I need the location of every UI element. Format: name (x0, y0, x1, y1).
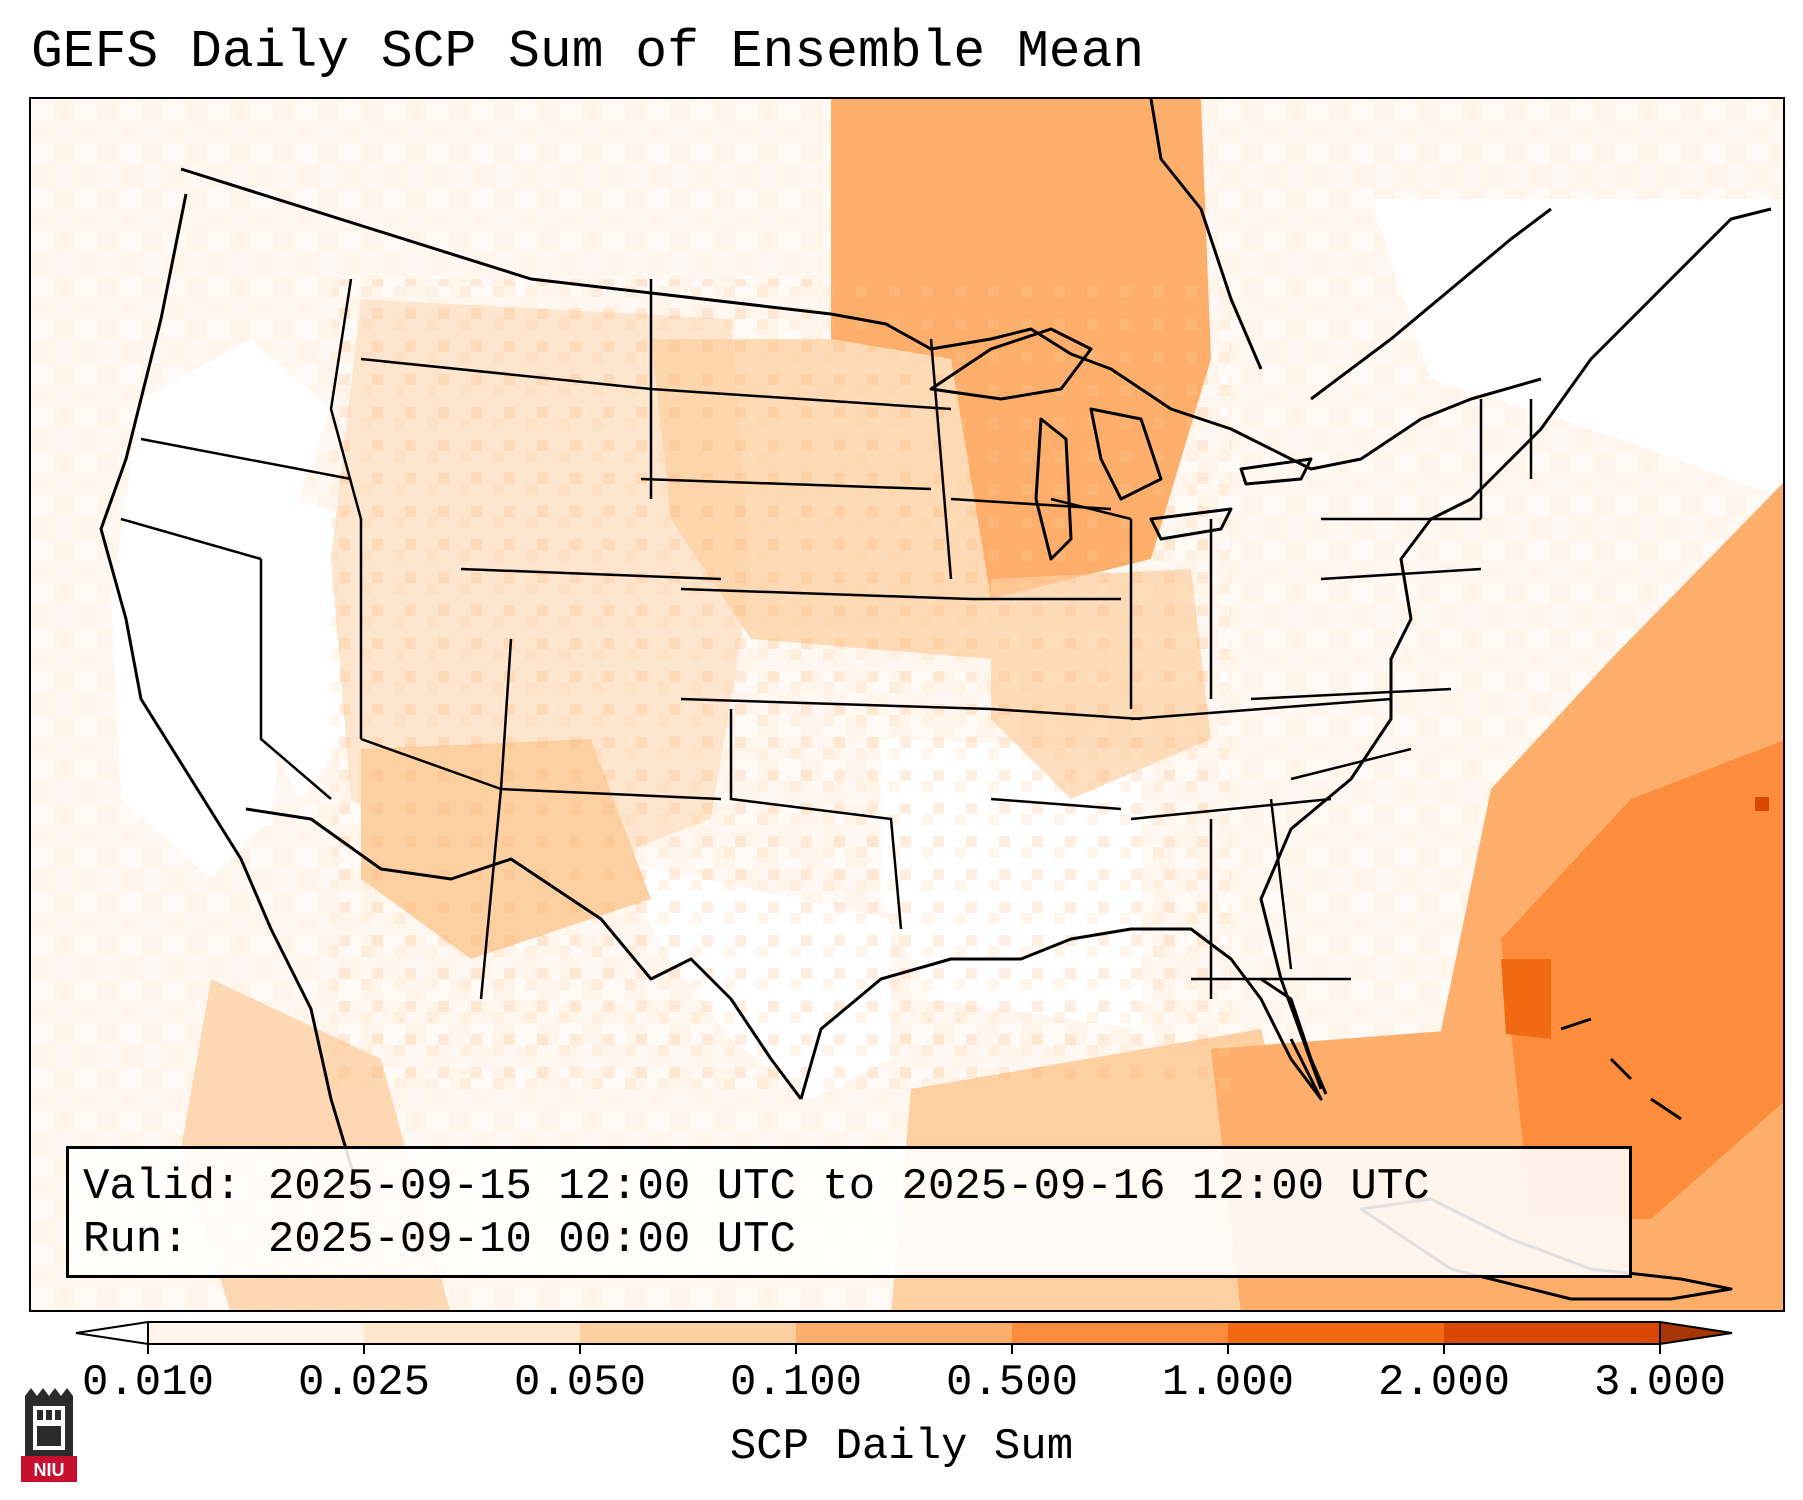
state-line-al-ga (1269, 798, 1293, 970)
state-line-wi-il (1050, 497, 1132, 521)
colorbar (75, 1320, 1733, 1354)
state-line-co-nm (500, 787, 722, 801)
state-line-new-england (1479, 399, 1533, 519)
university-tower-icon: NIU (21, 1388, 77, 1482)
pacific-coast (99, 193, 363, 1200)
lake-erie (1149, 507, 1233, 541)
colorbar-segment (1444, 1322, 1661, 1344)
colorbar-segment (796, 1322, 1013, 1344)
valid-label: Valid: (83, 1162, 242, 1212)
us-canada-border (180, 167, 1542, 471)
state-line-wa-or (140, 437, 352, 481)
chart-title: GEFS Daily SCP Sum of Ensemble Mean (31, 22, 1145, 82)
scp-speckle-mid (331, 279, 1231, 1099)
state-line-ks-ok (680, 697, 992, 711)
state-line-or-ca (120, 517, 262, 561)
colorbar-tick-label: 0.050 (513, 1358, 647, 1408)
state-line-ne-ks (680, 587, 972, 601)
hudson-bay-coast (1149, 99, 1263, 370)
colorbar-segment (580, 1322, 797, 1344)
valid-line: Valid: 2025-09-15 12:00 UTC to 2025-09-1… (83, 1161, 1613, 1214)
state-line-mt-wy (360, 357, 652, 391)
colorbar-tick-label: 2.000 (1377, 1358, 1511, 1408)
scp-zero-nevada (221, 479, 361, 799)
state-line-az-nm (479, 788, 503, 1000)
colorbar-segment (1012, 1322, 1229, 1344)
validity-info-box: Valid: 2025-09-15 12:00 UTC to 2025-09-1… (66, 1146, 1632, 1278)
state-line-wy-co (460, 567, 722, 581)
colorbar-tick-label: 0.010 (81, 1358, 215, 1408)
st-lawrence (1310, 207, 1552, 401)
state-line-ca-nv (259, 559, 332, 800)
run-label: Run: (83, 1215, 189, 1265)
us-mexico-border (245, 807, 803, 1100)
state-line-tn-ms-al (1130, 797, 1332, 821)
florida-outline (1260, 977, 1328, 1095)
scp-band-f16913-core (1501, 959, 1551, 1039)
colorbar-label: SCP Daily Sum (729, 1422, 1074, 1472)
atlantic-coast (1259, 207, 1772, 1090)
state-line-ar-la (990, 797, 1122, 811)
state-line-nd-sd (650, 387, 952, 411)
scp-zero-northeast (1371, 199, 1783, 498)
geography-lines (99, 99, 1772, 1301)
run-line: Run: 2025-09-10 00:00 UTC (83, 1214, 1613, 1267)
colorbar-tick-label: 3.000 (1593, 1358, 1727, 1408)
state-line-ky-tn (1130, 697, 1392, 721)
lake-huron (1089, 407, 1163, 501)
scp-band-fd8d3c-atlantic (1501, 740, 1783, 1219)
state-boundaries (120, 278, 1533, 1000)
colorbar-tick-label: 0.100 (729, 1358, 863, 1408)
colorbar-tick-label: 0.500 (945, 1358, 1079, 1408)
state-line-va-nc (1250, 687, 1452, 701)
run-value: 2025-09-10 00:00 UTC (267, 1215, 796, 1265)
state-line-mo-ar (990, 707, 1142, 721)
state-line-ok-tx (729, 709, 903, 930)
lake-ontario (1239, 457, 1313, 486)
colorbar-segment (1228, 1322, 1445, 1344)
lake-michigan (1034, 417, 1073, 561)
bahamas (1560, 1017, 1682, 1121)
state-line-nc-sc (1290, 747, 1412, 781)
lake-superior (929, 327, 1093, 401)
scp-band-d94801-max (1755, 797, 1769, 811)
colorbar-under-arrow (75, 1320, 149, 1346)
gulf-coast (799, 927, 1323, 1101)
colorbar-tick-label: 0.025 (297, 1358, 431, 1408)
state-line-sd-ne (640, 477, 932, 491)
colorbar-outline (147, 1321, 1661, 1345)
scp-map (31, 99, 1783, 1310)
state-line-ut-az (360, 737, 502, 791)
logo-text: NIU (34, 1460, 65, 1480)
map-panel (29, 97, 1785, 1312)
colorbar-segment (148, 1322, 365, 1344)
colorbar-segment (364, 1322, 581, 1344)
state-line-pa-md (1320, 567, 1482, 581)
valid-value: 2025-09-15 12:00 UTC to 2025-09-16 12:00… (267, 1162, 1430, 1212)
state-line-ut-co (499, 638, 513, 790)
state-line-dakotas-mn (929, 338, 953, 580)
colorbar-over-arrow (1659, 1320, 1733, 1346)
state-line-id (329, 278, 363, 520)
colorbar-tick-label: 1.000 (1161, 1358, 1295, 1408)
